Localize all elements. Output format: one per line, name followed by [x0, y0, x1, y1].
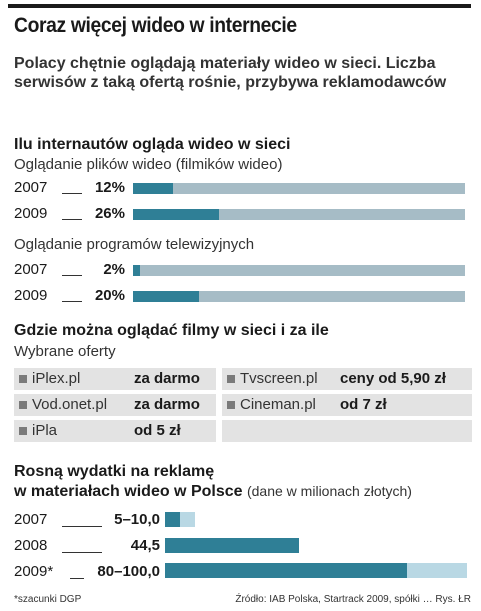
bar [133, 209, 220, 220]
data-label: 26% [94, 205, 125, 222]
bar [165, 512, 181, 527]
offer-row: iPlex.pl za darmo [14, 368, 216, 390]
offer-name: Vod.onet.pl [32, 396, 108, 413]
bar [133, 183, 173, 194]
data-label: 44,5 [130, 537, 160, 554]
bullet-square-icon [19, 427, 27, 435]
offers-title: Gdzie można oglądać filmy w sieci i za i… [14, 322, 329, 339]
data-label: 5–10,0 [114, 511, 160, 528]
footnote-estimate: *szacunki DGP [14, 594, 82, 605]
leader-line [70, 578, 84, 579]
data-label: 12% [94, 179, 125, 196]
bullet-square-icon [227, 375, 235, 383]
bar [133, 291, 200, 302]
leader-line [62, 219, 82, 220]
year-label: 2009* [14, 563, 54, 580]
bullet-square-icon [19, 375, 27, 383]
bar-track [133, 183, 465, 194]
bar [165, 563, 407, 578]
leader-line [62, 301, 82, 302]
offer-row-empty [222, 420, 472, 442]
ad-spend-title-row: w materiałach wideo w Polsce (dane w mil… [14, 483, 412, 501]
year-label: 2008 [14, 537, 48, 554]
leader-line [62, 193, 82, 194]
offer-price: za darmo [134, 396, 200, 413]
offer-price: ceny od 5,90 zł [340, 370, 446, 387]
offers-subtitle: Wybrane oferty [14, 343, 116, 360]
offer-row: Vod.onet.pl za darmo [14, 394, 216, 416]
bar [165, 538, 300, 553]
group-label-files: Oglądanie plików wideo (filmików wideo) [14, 156, 283, 173]
page-title: Coraz więcej wideo w internecie [14, 14, 297, 37]
year-label: 2007 [14, 261, 48, 278]
offer-row: Cineman.pl od 7 zł [222, 394, 472, 416]
data-label: 80–100,0 [97, 563, 160, 580]
year-label: 2009 [14, 205, 48, 222]
offer-price: od 7 zł [340, 396, 387, 413]
leader-line [62, 552, 102, 553]
group-label-tv: Oglądanie programów telewizyjnych [14, 236, 255, 253]
offer-name: Tvscreen.pl [240, 370, 318, 387]
offer-price: za darmo [134, 370, 200, 387]
leader-line [62, 526, 102, 527]
year-label: 2009 [14, 287, 48, 304]
bar-track [133, 209, 465, 220]
bar-track [133, 265, 465, 276]
viewers-chart-title: Ilu internautów ogląda wideo w sieci [14, 136, 291, 153]
offer-row: Tvscreen.pl ceny od 5,90 zł [222, 368, 472, 390]
offer-price: od 5 zł [134, 422, 181, 439]
ad-spend-title-line1: Rosną wydatki na reklamę [14, 463, 215, 480]
unit-note: (dane w milionach złotych) [246, 483, 412, 499]
leader-line [62, 275, 82, 276]
offer-name: iPlex.pl [32, 370, 81, 387]
bullet-square-icon [19, 401, 27, 409]
bar [133, 265, 140, 276]
year-label: 2007 [14, 179, 48, 196]
ad-spend-title-line2: w materiałach wideo w Polsce [14, 483, 243, 500]
source-note: Źródło: IAB Polska, Startrack 2009, spół… [235, 594, 471, 605]
lead-text: Polacy chętnie oglądają materiały wideo … [14, 55, 447, 91]
offer-name: Cineman.pl [240, 396, 316, 413]
data-label: 2% [103, 261, 125, 278]
data-label: 20% [94, 287, 125, 304]
bar-track [133, 291, 465, 302]
top-rule [8, 4, 471, 8]
offer-name: iPla [32, 422, 58, 439]
offer-row: iPla od 5 zł [14, 420, 216, 442]
bullet-square-icon [227, 401, 235, 409]
year-label: 2007 [14, 511, 48, 528]
